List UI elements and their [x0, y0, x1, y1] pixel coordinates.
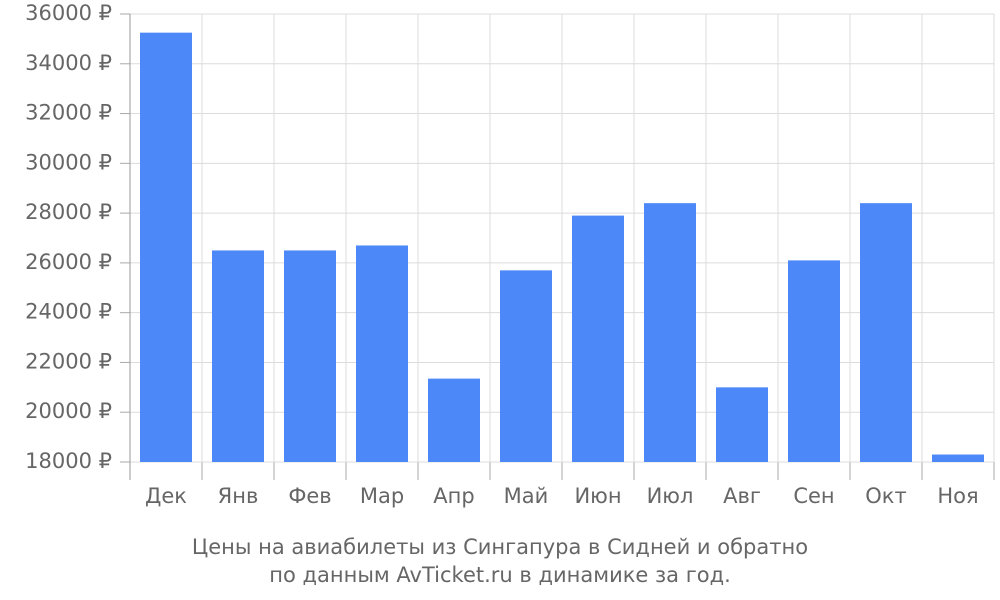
y-tick-label: 32000 ₽: [25, 101, 112, 125]
bar: [788, 260, 840, 462]
y-tick-label: 36000 ₽: [25, 1, 112, 25]
y-tick-label: 24000 ₽: [25, 300, 112, 324]
chart-title: Цены на авиабилеты из Сингапура в Сидней…: [192, 535, 808, 559]
bar: [932, 454, 984, 462]
x-tick-label: Ноя: [937, 484, 978, 508]
bar: [572, 215, 624, 462]
x-tick-label: Янв: [218, 484, 259, 508]
y-tick-label: 20000 ₽: [25, 399, 112, 423]
x-tick-label: Фев: [288, 484, 331, 508]
x-tick-label: Сен: [793, 484, 834, 508]
bar: [428, 378, 480, 462]
y-tick-label: 18000 ₽: [25, 449, 112, 473]
bar: [356, 245, 408, 462]
y-tick-label: 26000 ₽: [25, 250, 112, 274]
x-tick-label: Мар: [360, 484, 404, 508]
x-tick-label: Дек: [145, 484, 187, 508]
y-tick-label: 22000 ₽: [25, 349, 112, 373]
bar: [212, 250, 264, 462]
bar: [140, 32, 192, 463]
x-tick-label: Июн: [574, 484, 621, 508]
x-tick-label: Май: [504, 484, 549, 508]
bar: [284, 250, 336, 462]
bar: [500, 270, 552, 462]
y-tick-label: 34000 ₽: [25, 51, 112, 75]
bar: [644, 203, 696, 462]
y-tick-label: 28000 ₽: [25, 200, 112, 224]
y-tick-label: 30000 ₽: [25, 150, 112, 174]
x-tick-label: Июл: [647, 484, 694, 508]
x-tick-label: Окт: [865, 484, 906, 508]
x-tick-label: Апр: [433, 484, 474, 508]
bar: [860, 203, 912, 462]
x-tick-label: Авг: [723, 484, 761, 508]
bar: [716, 387, 768, 462]
chart-title: по данным AvTicket.ru в динамике за год.: [269, 563, 731, 587]
